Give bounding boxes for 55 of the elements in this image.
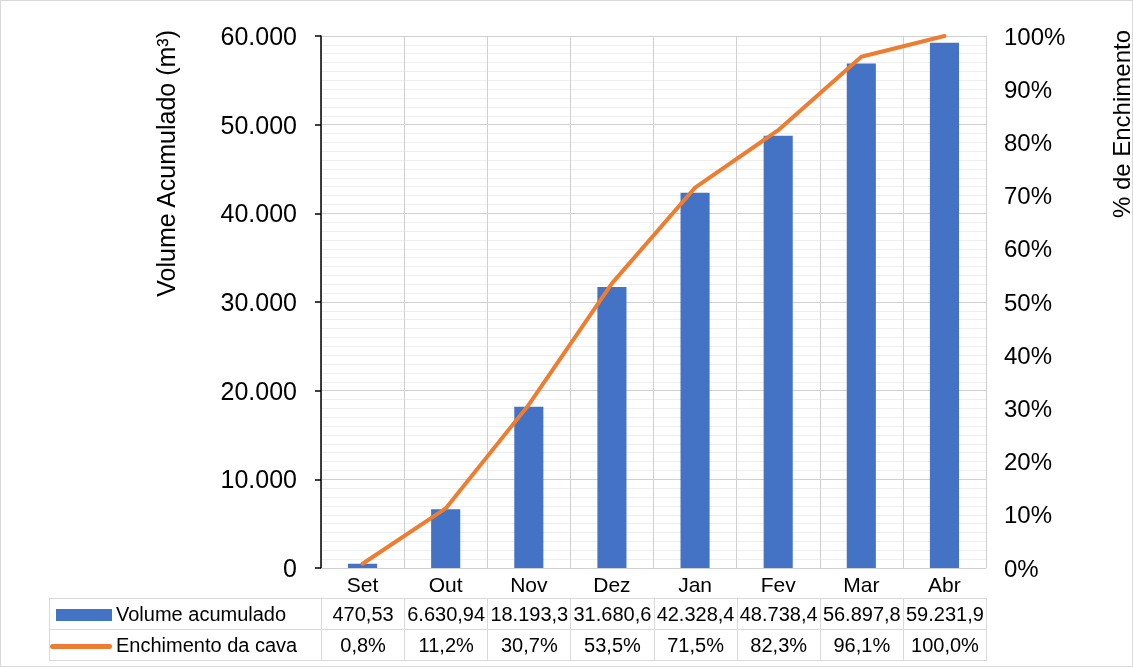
bar xyxy=(597,287,627,568)
y2-tick-label: 80% xyxy=(1004,128,1053,156)
y-tick-label: 50.000 xyxy=(220,110,297,139)
x-tick-label: Set xyxy=(346,573,379,596)
bar xyxy=(431,509,461,568)
bar xyxy=(680,192,710,568)
x-tick-label: Fev xyxy=(760,573,797,596)
bar xyxy=(763,135,793,568)
bar xyxy=(929,42,959,568)
data-label: 30,7% xyxy=(487,629,571,661)
y-tick-label: 20.000 xyxy=(220,376,297,405)
y2-tick-label: 10% xyxy=(1004,501,1053,529)
x-tick-label: Mar xyxy=(843,573,880,596)
y2-axis-title: % de Enchimento xyxy=(1107,30,1133,219)
data-label: 0,8% xyxy=(321,629,405,661)
y2-tick-label: 60% xyxy=(1004,235,1053,263)
legend-label: Enchimento da cava xyxy=(116,633,298,656)
data-label: 82,3% xyxy=(737,629,821,661)
data-label: 6.630,94 xyxy=(404,598,488,630)
y-tick-label: 10.000 xyxy=(220,465,297,494)
y-tick-label: 40.000 xyxy=(220,199,297,228)
bar xyxy=(348,563,378,568)
y2-tick-label: 0% xyxy=(1004,554,1039,582)
data-label: 18.193,3 xyxy=(487,598,571,630)
data-label: 56.897,8 xyxy=(820,598,904,630)
y2-tick-label: 40% xyxy=(1004,341,1053,369)
legend-label: Volume acumulado xyxy=(116,602,287,625)
bar xyxy=(846,63,876,568)
data-label: 96,1% xyxy=(820,629,904,661)
y2-tick-label: 50% xyxy=(1004,288,1053,316)
data-label: 71,5% xyxy=(654,629,738,661)
y2-tick-label: 20% xyxy=(1004,448,1053,476)
y2-tick-label: 30% xyxy=(1004,394,1053,422)
y2-tick-label: 70% xyxy=(1004,182,1053,210)
y-tick-label: 0 xyxy=(283,554,297,582)
y-tick-label: 30.000 xyxy=(220,288,297,316)
bar xyxy=(514,406,544,568)
data-label: 59.231,9 xyxy=(903,598,987,630)
y2-tick-label: 100% xyxy=(1004,22,1066,50)
x-tick-label: Abr xyxy=(928,573,961,596)
data-label: 470,53 xyxy=(321,598,405,630)
data-label: 53,5% xyxy=(570,629,654,661)
data-label: 100,0% xyxy=(903,629,987,661)
data-label: 42.328,4 xyxy=(654,598,738,630)
data-label: 48.738,4 xyxy=(737,598,821,630)
y-axis-title: Volume Acumulado (m³) xyxy=(152,30,180,297)
y-tick-label: 60.000 xyxy=(220,22,297,50)
x-tick-label: Nov xyxy=(510,573,548,596)
x-tick-label: Jan xyxy=(678,573,712,596)
x-tick-label: Out xyxy=(428,573,463,596)
data-label: 11,2% xyxy=(404,629,488,661)
line-series xyxy=(360,34,947,566)
x-tick-label: Dez xyxy=(593,573,631,596)
y2-tick-label: 90% xyxy=(1004,75,1053,103)
data-label: 31.680,6 xyxy=(570,598,654,630)
